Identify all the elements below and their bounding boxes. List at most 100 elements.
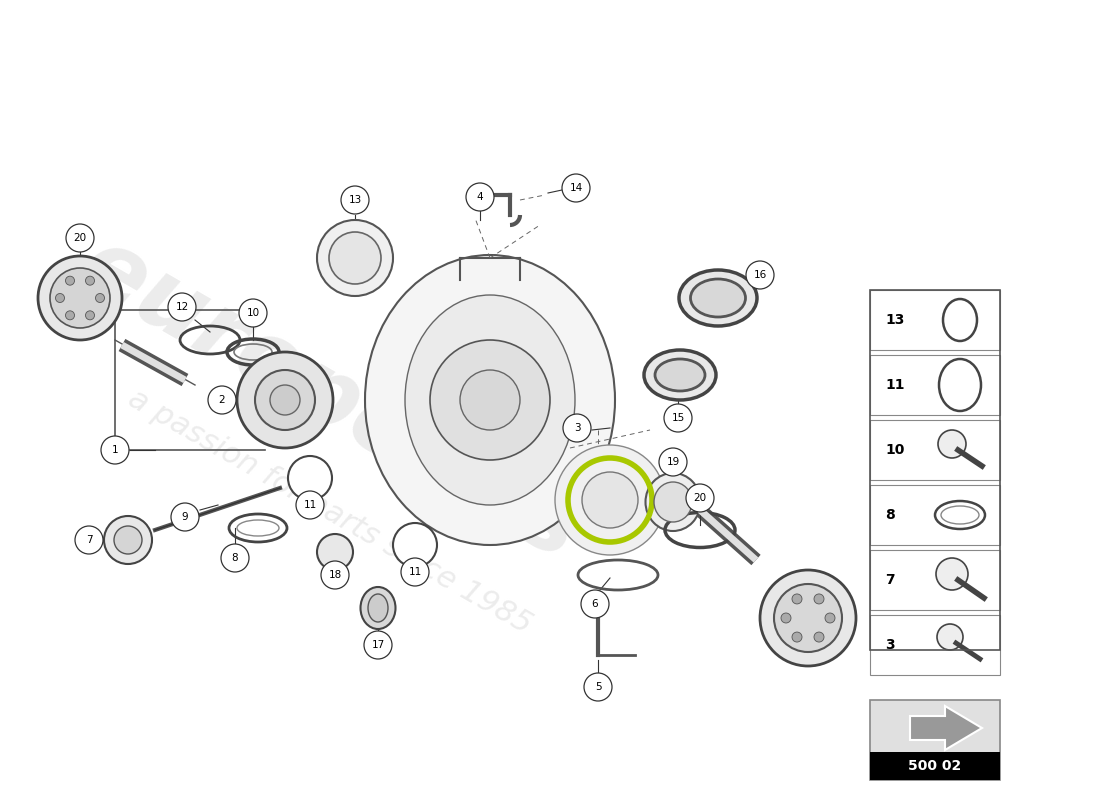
Circle shape	[936, 558, 968, 590]
Text: 1: 1	[112, 445, 119, 455]
Ellipse shape	[368, 594, 388, 622]
Text: 10: 10	[886, 443, 904, 457]
Circle shape	[430, 340, 550, 460]
FancyBboxPatch shape	[870, 485, 1000, 545]
Circle shape	[75, 526, 103, 554]
FancyBboxPatch shape	[870, 355, 1000, 415]
Text: 6: 6	[592, 599, 598, 609]
Circle shape	[221, 544, 249, 572]
Text: 500 02: 500 02	[909, 759, 961, 773]
Text: 12: 12	[175, 302, 188, 312]
Circle shape	[104, 516, 152, 564]
Circle shape	[686, 484, 714, 512]
Text: 14: 14	[570, 183, 583, 193]
Ellipse shape	[405, 295, 575, 505]
Circle shape	[66, 224, 94, 252]
Text: 10: 10	[246, 308, 260, 318]
Ellipse shape	[691, 279, 746, 317]
FancyBboxPatch shape	[870, 420, 1000, 480]
Circle shape	[55, 294, 65, 302]
Circle shape	[86, 311, 95, 320]
Circle shape	[208, 386, 236, 414]
Polygon shape	[910, 706, 982, 750]
Text: 8: 8	[886, 508, 894, 522]
Text: 19: 19	[667, 457, 680, 467]
Circle shape	[814, 632, 824, 642]
Circle shape	[393, 523, 437, 567]
Ellipse shape	[361, 587, 396, 629]
Circle shape	[556, 445, 666, 555]
FancyBboxPatch shape	[870, 550, 1000, 610]
Circle shape	[296, 491, 324, 519]
Circle shape	[466, 183, 494, 211]
Circle shape	[792, 594, 802, 604]
Text: 20: 20	[693, 493, 706, 503]
Text: 3: 3	[574, 423, 581, 433]
Circle shape	[659, 448, 688, 476]
Text: 15: 15	[671, 413, 684, 423]
FancyBboxPatch shape	[870, 615, 1000, 675]
Text: 11: 11	[886, 378, 904, 392]
Circle shape	[170, 503, 199, 531]
Text: 4: 4	[476, 192, 483, 202]
Circle shape	[664, 404, 692, 432]
Ellipse shape	[654, 359, 705, 391]
Text: 2: 2	[219, 395, 225, 405]
Circle shape	[825, 613, 835, 623]
Ellipse shape	[679, 270, 757, 326]
Ellipse shape	[644, 350, 716, 400]
Circle shape	[581, 590, 609, 618]
Circle shape	[341, 186, 368, 214]
Circle shape	[792, 632, 802, 642]
Circle shape	[584, 673, 612, 701]
Circle shape	[239, 299, 267, 327]
Text: 11: 11	[408, 567, 421, 577]
Circle shape	[781, 613, 791, 623]
Circle shape	[321, 561, 349, 589]
Text: 16: 16	[754, 270, 767, 280]
Circle shape	[114, 526, 142, 554]
Text: europebes: europebes	[64, 219, 596, 581]
Circle shape	[938, 430, 966, 458]
Text: 13: 13	[886, 313, 904, 327]
Circle shape	[66, 311, 75, 320]
Text: 7: 7	[86, 535, 92, 545]
Text: a passion for parts since 1985: a passion for parts since 1985	[123, 384, 537, 640]
Circle shape	[236, 352, 333, 448]
Text: 7: 7	[886, 573, 894, 587]
Circle shape	[66, 276, 75, 285]
Text: 17: 17	[372, 640, 385, 650]
Circle shape	[86, 276, 95, 285]
Circle shape	[746, 261, 774, 289]
Circle shape	[402, 558, 429, 586]
Ellipse shape	[365, 255, 615, 545]
Ellipse shape	[654, 482, 692, 522]
Circle shape	[96, 294, 104, 302]
Circle shape	[50, 268, 110, 328]
Text: 8: 8	[232, 553, 239, 563]
Circle shape	[288, 456, 332, 500]
Circle shape	[364, 631, 392, 659]
Circle shape	[937, 624, 962, 650]
Circle shape	[317, 534, 353, 570]
Circle shape	[460, 370, 520, 430]
Text: 9: 9	[182, 512, 188, 522]
Text: 11: 11	[304, 500, 317, 510]
Circle shape	[329, 232, 381, 284]
Text: 13: 13	[349, 195, 362, 205]
FancyBboxPatch shape	[870, 700, 1000, 780]
Circle shape	[255, 370, 315, 430]
Circle shape	[582, 472, 638, 528]
Text: 20: 20	[74, 233, 87, 243]
Circle shape	[168, 293, 196, 321]
FancyBboxPatch shape	[870, 752, 1000, 780]
Circle shape	[563, 414, 591, 442]
Circle shape	[39, 256, 122, 340]
Text: 3: 3	[886, 638, 894, 652]
Text: 18: 18	[329, 570, 342, 580]
Circle shape	[760, 570, 856, 666]
Text: 5: 5	[595, 682, 602, 692]
FancyBboxPatch shape	[870, 290, 1000, 350]
Circle shape	[317, 220, 393, 296]
Circle shape	[774, 584, 842, 652]
